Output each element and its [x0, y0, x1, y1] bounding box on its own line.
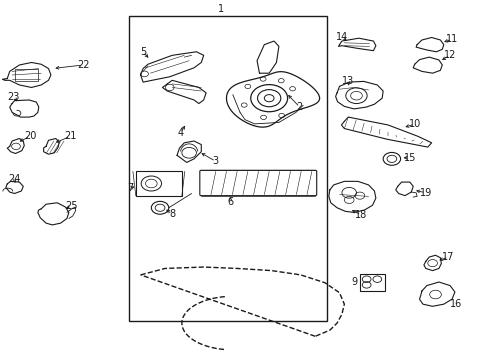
Text: 5: 5: [140, 47, 146, 57]
Text: 3: 3: [212, 156, 218, 166]
Text: 6: 6: [227, 197, 233, 207]
Text: 15: 15: [403, 153, 415, 163]
Bar: [136, 171, 182, 196]
Text: 22: 22: [77, 60, 90, 70]
Bar: [128, 16, 327, 321]
Text: 25: 25: [65, 201, 78, 211]
Text: 9: 9: [350, 277, 356, 287]
Text: 4: 4: [177, 128, 183, 138]
Text: 11: 11: [445, 34, 457, 44]
Text: 20: 20: [24, 131, 36, 141]
Text: 13: 13: [341, 76, 354, 86]
Text: 1: 1: [217, 4, 223, 14]
Text: 19: 19: [419, 188, 431, 198]
Text: 17: 17: [441, 252, 454, 262]
Text: 12: 12: [443, 50, 455, 60]
Text: 8: 8: [169, 209, 175, 219]
Bar: [15, 69, 38, 81]
Text: 10: 10: [408, 119, 420, 129]
Text: 16: 16: [449, 299, 461, 309]
Text: 18: 18: [354, 210, 367, 220]
Text: 23: 23: [7, 92, 20, 102]
Text: 21: 21: [64, 131, 76, 141]
Text: 14: 14: [335, 32, 348, 42]
Text: 24: 24: [8, 174, 21, 184]
Text: 7: 7: [127, 183, 133, 193]
Text: 2: 2: [296, 102, 302, 112]
Bar: [359, 274, 384, 291]
